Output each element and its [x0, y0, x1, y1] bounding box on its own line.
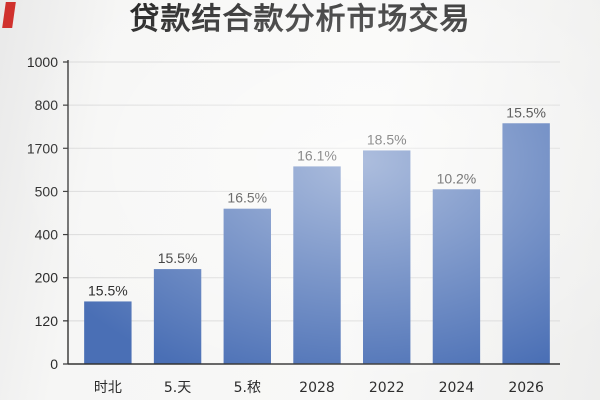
y-tick-label: 800	[35, 97, 59, 113]
x-tick-label: 5.秾	[234, 380, 261, 396]
bar	[502, 123, 550, 365]
data-label: 15.5%	[506, 104, 546, 120]
bar	[223, 208, 271, 364]
y-tick-label: 1000	[27, 54, 58, 70]
bar	[432, 189, 481, 364]
x-tick-label: 2028	[299, 380, 335, 396]
y-tick-label: 400	[35, 227, 59, 243]
x-tick-label: 2022	[369, 380, 405, 396]
y-tick-label: 0	[50, 356, 58, 372]
y-tick-label: 200	[35, 270, 59, 286]
data-label: 16.5%	[227, 190, 267, 206]
bar	[363, 150, 411, 364]
y-tick-label: 500	[35, 183, 59, 199]
data-label: 18.5%	[367, 131, 407, 147]
x-axis-ticks: 时北 5.天 5.秾 2028 2022 2024 2026	[94, 380, 544, 396]
data-label: 10.2%	[437, 170, 477, 186]
x-tick-label: 5.天	[164, 380, 191, 396]
bar	[153, 269, 202, 364]
y-tick-label: 120	[35, 313, 59, 329]
x-tick-label: 时北	[94, 380, 122, 396]
y-axis-ticks: 0 120 200 400 500 1700 800 1000	[27, 54, 68, 372]
data-label: 15.5%	[88, 282, 128, 298]
data-label: 15.5%	[158, 250, 198, 266]
y-tick-label: 1700	[27, 140, 58, 156]
bar	[293, 166, 341, 364]
data-label: 16.1%	[297, 147, 337, 163]
x-tick-label: 2024	[439, 380, 475, 396]
bar	[84, 301, 132, 364]
x-tick-label: 2026	[508, 380, 544, 396]
